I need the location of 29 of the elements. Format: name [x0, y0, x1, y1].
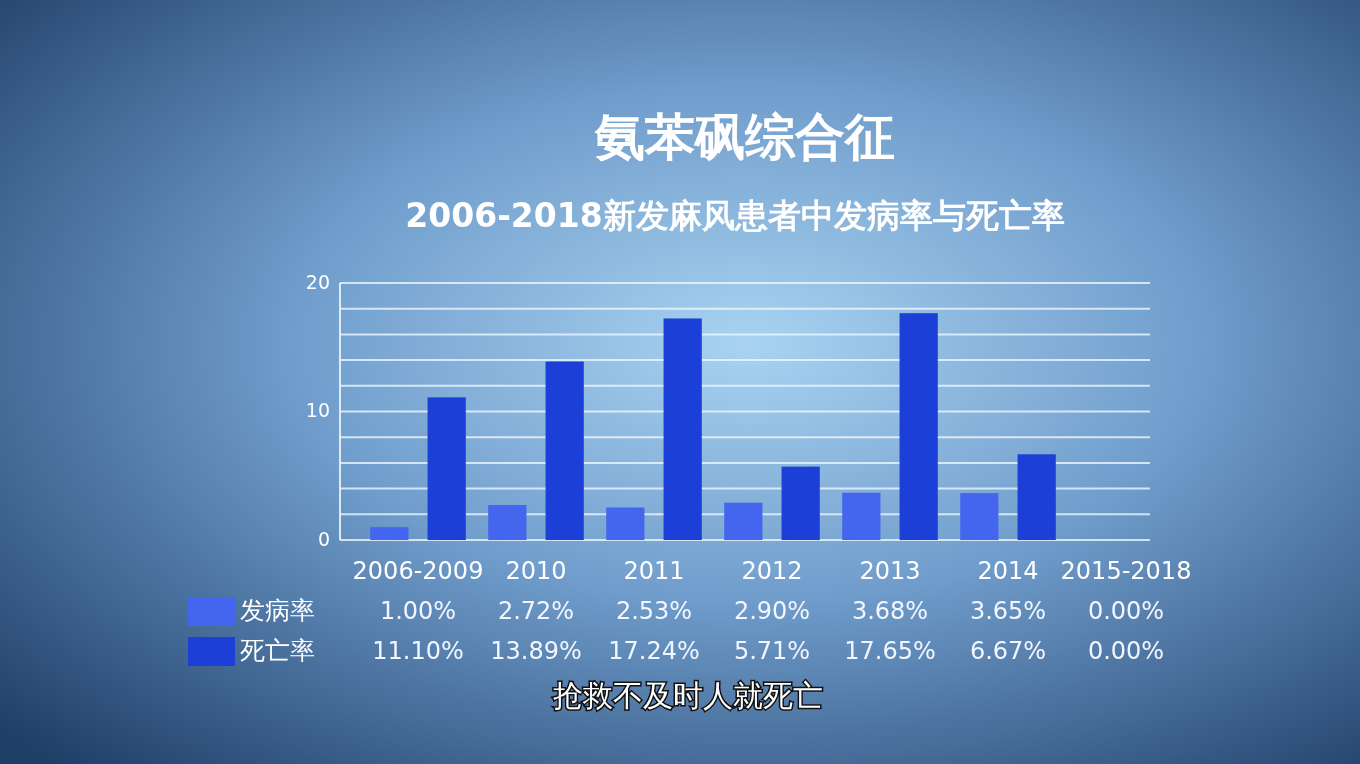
data-label: 3.65% — [969, 597, 1047, 625]
data-label: 13.89% — [490, 637, 582, 665]
data-label: 2.72% — [497, 597, 575, 625]
x-tick-label: 2014 — [977, 557, 1039, 585]
chart-title: 氨苯砜综合征 — [594, 107, 895, 166]
data-label: 2.53% — [615, 597, 693, 625]
x-tick-label: 2006-2009 — [352, 557, 484, 585]
y-tick-label: 10 — [305, 399, 330, 421]
data-label: 0.00% — [1087, 597, 1165, 625]
data-label: 1.00% — [379, 597, 457, 625]
data-label: 2.90% — [733, 597, 811, 625]
x-tick-label: 2012 — [741, 557, 803, 585]
data-label: 3.68% — [851, 597, 929, 625]
y-tick-label: 20 — [305, 270, 330, 293]
text: 抢救不及时人就死亡 — [553, 677, 823, 713]
data-label: 17.24% — [608, 637, 700, 665]
legend-label: 死亡率 — [240, 636, 315, 665]
data-label: 0.00% — [1087, 637, 1165, 665]
x-tick-label: 2013 — [859, 557, 921, 585]
data-label: 5.71% — [733, 637, 811, 665]
y-tick-label: 0 — [317, 527, 330, 550]
data-label: 11.10% — [372, 637, 464, 665]
x-tick-label: 2010 — [505, 557, 567, 585]
x-tick-label: 2011 — [623, 557, 685, 585]
chart-subtitle: 2006-2018新发麻风患者中发病率与死亡率 — [405, 195, 1065, 235]
legend-label: 发病率 — [240, 596, 315, 625]
x-tick-label: 2015-2018 — [1060, 557, 1192, 585]
data-label: 17.65% — [844, 637, 936, 665]
data-label: 6.67% — [969, 637, 1047, 665]
